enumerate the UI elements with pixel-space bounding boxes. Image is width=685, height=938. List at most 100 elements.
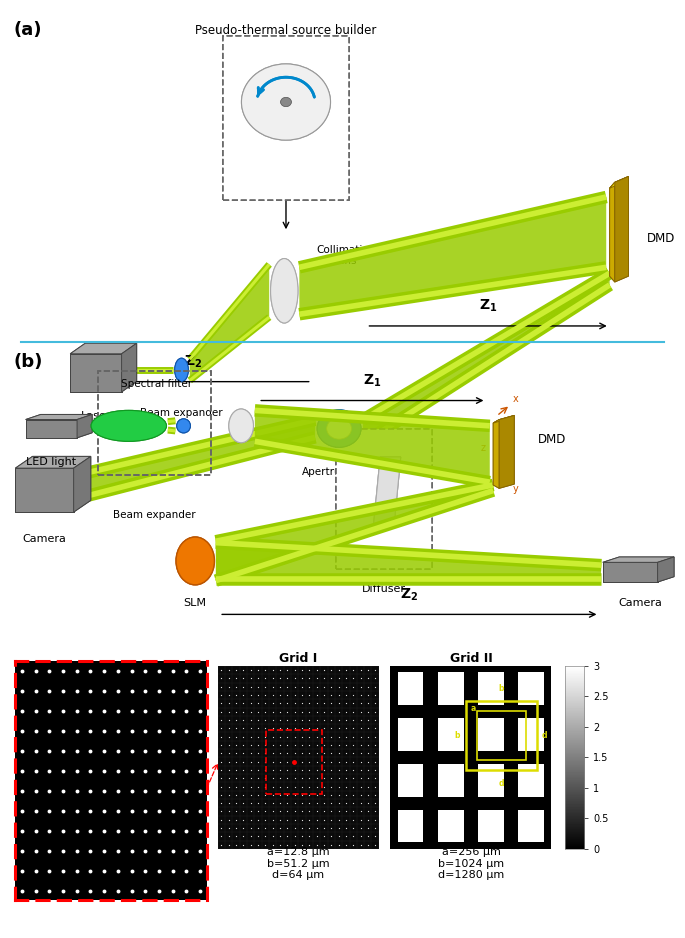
Text: b: b [499,685,504,693]
Polygon shape [71,354,122,392]
Polygon shape [373,457,401,527]
Polygon shape [615,176,628,282]
Text: Beam expander: Beam expander [140,408,223,418]
Polygon shape [255,411,490,482]
Text: d: d [499,779,504,788]
Text: $\mathbf{Z_2}$: $\mathbf{Z_2}$ [400,587,419,603]
Polygon shape [493,419,499,489]
Text: SLM: SLM [184,598,207,608]
Polygon shape [603,562,658,582]
Bar [478,719,504,751]
Polygon shape [75,420,315,499]
Polygon shape [499,416,514,489]
Polygon shape [15,468,74,512]
Text: Laser: Laser [81,411,111,421]
Bar [438,673,464,705]
Text: Camera: Camera [619,598,662,608]
Bar [438,719,464,751]
Polygon shape [26,419,77,438]
Bar [398,764,423,796]
Polygon shape [493,419,499,489]
Ellipse shape [271,259,298,323]
Circle shape [327,418,351,439]
Ellipse shape [176,537,214,585]
Circle shape [317,410,361,447]
Polygon shape [658,557,674,582]
Bar [398,673,423,705]
Ellipse shape [229,409,253,443]
Text: $\mathbf{Z_2}$: $\mathbf{Z_2}$ [184,354,203,370]
Bar [398,719,423,751]
Text: Collimating
lens: Collimating lens [316,245,376,266]
Bar [519,764,544,796]
Text: a=12.8 μm
b=51.2 μm
d=64 μm: a=12.8 μm b=51.2 μm d=64 μm [266,847,329,880]
Polygon shape [26,415,92,419]
Bar [438,764,464,796]
Polygon shape [493,416,514,423]
Polygon shape [610,182,615,282]
Polygon shape [299,197,606,314]
Bar [478,673,504,705]
Bar [519,719,544,751]
Polygon shape [15,457,90,468]
Circle shape [241,64,330,140]
Bar [438,809,464,842]
Bar [477,711,525,760]
Polygon shape [373,457,401,527]
Polygon shape [216,542,601,579]
Polygon shape [499,416,514,489]
Ellipse shape [175,358,188,382]
Polygon shape [122,343,136,392]
Polygon shape [610,182,615,282]
Ellipse shape [229,409,253,443]
Text: (b): (b) [14,353,43,371]
Title: Grid II: Grid II [449,652,493,665]
Text: $\mathbf{Z_1}$: $\mathbf{Z_1}$ [479,298,497,314]
Polygon shape [26,419,77,438]
Ellipse shape [271,259,298,323]
Polygon shape [603,557,674,562]
Circle shape [241,64,330,140]
Polygon shape [77,415,92,438]
Text: Beam expander: Beam expander [113,510,195,521]
Polygon shape [216,485,493,581]
Polygon shape [603,562,658,582]
Polygon shape [74,457,90,512]
FancyBboxPatch shape [223,36,349,200]
Polygon shape [615,176,628,282]
Text: a=256 μm
b=1024 μm
d=1280 μm: a=256 μm b=1024 μm d=1280 μm [438,847,504,880]
Text: x: x [512,394,518,404]
Text: b: b [454,731,460,740]
Text: DMD: DMD [647,232,675,245]
Ellipse shape [176,537,214,585]
Circle shape [281,98,291,107]
Polygon shape [190,265,269,381]
Polygon shape [122,343,136,392]
FancyBboxPatch shape [0,638,685,934]
Circle shape [327,418,351,439]
Polygon shape [363,273,610,444]
Polygon shape [373,457,401,527]
FancyBboxPatch shape [336,429,432,569]
Polygon shape [71,343,136,354]
Text: $\mathbf{Z_1}$: $\mathbf{Z_1}$ [363,373,382,389]
Ellipse shape [177,419,190,433]
Circle shape [317,410,361,447]
Bar [519,809,544,842]
Circle shape [91,411,166,442]
Text: z: z [481,443,486,453]
Circle shape [281,98,291,107]
Polygon shape [493,416,514,423]
Text: Apertrue: Apertrue [302,467,349,477]
Polygon shape [77,415,92,438]
Polygon shape [74,457,90,512]
Text: Pseudo-thermal source builder: Pseudo-thermal source builder [195,24,377,37]
Text: a: a [471,704,476,714]
Polygon shape [15,468,74,512]
Text: y: y [512,484,518,494]
Polygon shape [15,457,90,468]
Bar [519,673,544,705]
Polygon shape [26,415,92,419]
Text: Diffuser: Diffuser [362,583,406,594]
Polygon shape [610,176,628,189]
